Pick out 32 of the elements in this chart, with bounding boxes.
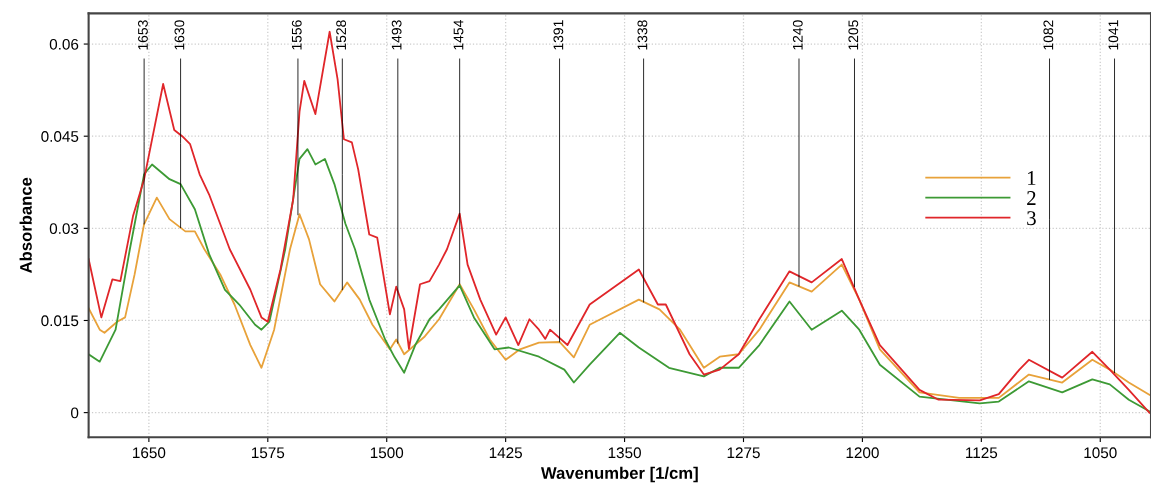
x-tick-label: 1050 bbox=[1084, 447, 1117, 459]
y-tick-label: 0.015 bbox=[41, 315, 79, 327]
x-tick-label: 1500 bbox=[370, 447, 404, 459]
x-tick-label: 1650 bbox=[133, 447, 166, 459]
legend-label: 1 bbox=[1028, 171, 1036, 185]
x-tick-label: 1575 bbox=[251, 447, 285, 459]
annotation: 1391 bbox=[553, 20, 564, 50]
annotation: 1653 bbox=[138, 20, 148, 50]
x-tick-label: 1350 bbox=[608, 447, 641, 459]
annotation: 1454 bbox=[453, 20, 464, 50]
x-tick-label: 1125 bbox=[966, 447, 998, 459]
legend-label: 2 bbox=[1027, 191, 1036, 205]
annotation: 1556 bbox=[291, 20, 302, 50]
annotation: 1338 bbox=[637, 20, 648, 50]
annotation: 1630 bbox=[174, 20, 185, 50]
annotation: 1493 bbox=[391, 20, 402, 50]
line-series bbox=[88, 148, 1151, 413]
annotation: 1240 bbox=[792, 20, 803, 50]
x-axis-title: Wavenumber [1/cm] bbox=[540, 466, 698, 483]
annotation: 1082 bbox=[1043, 20, 1054, 50]
annotation: 1205 bbox=[848, 20, 859, 50]
y-tick-label: 0.06 bbox=[49, 38, 79, 50]
legend-label: 3 bbox=[1027, 211, 1036, 226]
y-tick-label: 0.03 bbox=[49, 223, 79, 235]
y-axis-title: Absorbance bbox=[19, 177, 32, 274]
x-tick-label: 1275 bbox=[727, 447, 760, 459]
annotation: 1528 bbox=[336, 20, 347, 50]
y-tick-label: 0.045 bbox=[41, 131, 79, 142]
y-tick-label: 0 bbox=[71, 407, 79, 419]
x-tick-label: 1200 bbox=[846, 447, 879, 459]
x-tick-label: 1425 bbox=[489, 447, 522, 459]
annotation: 1041 bbox=[1108, 20, 1119, 50]
